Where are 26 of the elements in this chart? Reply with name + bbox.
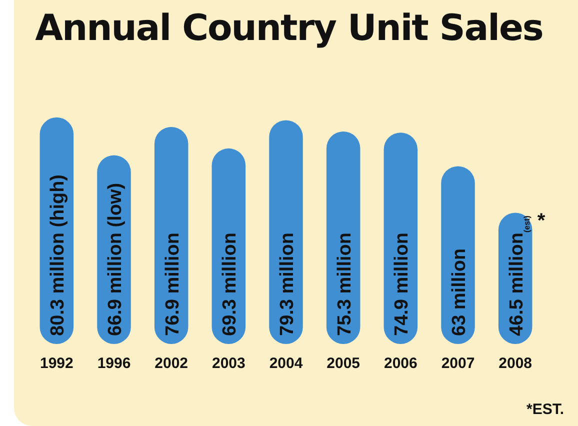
bar (269, 120, 303, 344)
data-label: 79.3 million (277, 232, 298, 336)
x-tick-label: 2007 (441, 355, 475, 372)
data-label: 66.9 million (low) (105, 182, 126, 336)
data-label: 69.3 million (220, 232, 241, 336)
data-label: 74.9 million (392, 232, 413, 336)
x-tick-label: 1996 (97, 355, 131, 372)
x-tick-label: 2004 (269, 355, 304, 372)
bar (441, 166, 475, 344)
x-tick-label: 1992 (40, 355, 74, 372)
x-tick-label: 2002 (154, 355, 188, 372)
annotation: * (537, 210, 546, 232)
data-label: 63 million (449, 248, 470, 336)
data-label: 75.3 million (334, 232, 356, 336)
text: *EST. (526, 401, 564, 418)
data-label: 80.3 million (high) (48, 174, 69, 336)
data-label: 46.5 million(est) (506, 215, 532, 336)
x-tick-label: 2003 (212, 355, 246, 372)
x-tick-label: 2006 (384, 355, 418, 372)
x-tick-label: 2005 (326, 355, 360, 372)
bar (384, 132, 418, 344)
x-tick-label: 2008 (498, 355, 532, 372)
data-label: 76.9 million (162, 232, 184, 336)
chart-title: Annual Country Unit Sales (34, 8, 544, 49)
bar (326, 131, 360, 344)
bar (154, 126, 188, 344)
